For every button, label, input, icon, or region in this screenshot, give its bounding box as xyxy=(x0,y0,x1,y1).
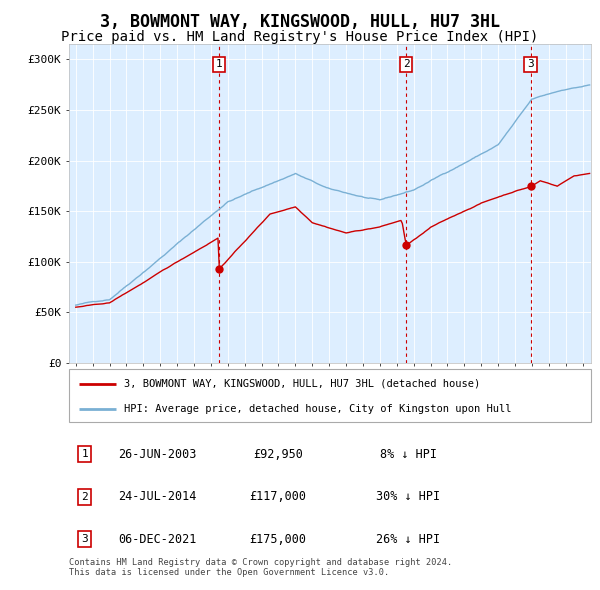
Text: 26% ↓ HPI: 26% ↓ HPI xyxy=(376,533,440,546)
Text: 3, BOWMONT WAY, KINGSWOOD, HULL, HU7 3HL (detached house): 3, BOWMONT WAY, KINGSWOOD, HULL, HU7 3HL… xyxy=(124,379,480,389)
Text: Contains HM Land Registry data © Crown copyright and database right 2024.
This d: Contains HM Land Registry data © Crown c… xyxy=(69,558,452,577)
Text: 1: 1 xyxy=(81,450,88,459)
Text: HPI: Average price, detached house, City of Kingston upon Hull: HPI: Average price, detached house, City… xyxy=(124,404,511,414)
Text: 8% ↓ HPI: 8% ↓ HPI xyxy=(380,448,437,461)
Text: 06-DEC-2021: 06-DEC-2021 xyxy=(119,533,197,546)
FancyBboxPatch shape xyxy=(69,369,591,422)
Text: 2: 2 xyxy=(403,60,410,70)
Text: £175,000: £175,000 xyxy=(250,533,307,546)
Text: Price paid vs. HM Land Registry's House Price Index (HPI): Price paid vs. HM Land Registry's House … xyxy=(61,30,539,44)
Text: 3: 3 xyxy=(527,60,534,70)
Text: 1: 1 xyxy=(216,60,223,70)
Text: 24-JUL-2014: 24-JUL-2014 xyxy=(119,490,197,503)
Text: 2: 2 xyxy=(81,492,88,502)
Text: 3: 3 xyxy=(81,535,88,544)
Text: 3, BOWMONT WAY, KINGSWOOD, HULL, HU7 3HL: 3, BOWMONT WAY, KINGSWOOD, HULL, HU7 3HL xyxy=(100,14,500,31)
Text: 30% ↓ HPI: 30% ↓ HPI xyxy=(376,490,440,503)
Text: £117,000: £117,000 xyxy=(250,490,307,503)
Text: 26-JUN-2003: 26-JUN-2003 xyxy=(119,448,197,461)
Text: £92,950: £92,950 xyxy=(253,448,303,461)
